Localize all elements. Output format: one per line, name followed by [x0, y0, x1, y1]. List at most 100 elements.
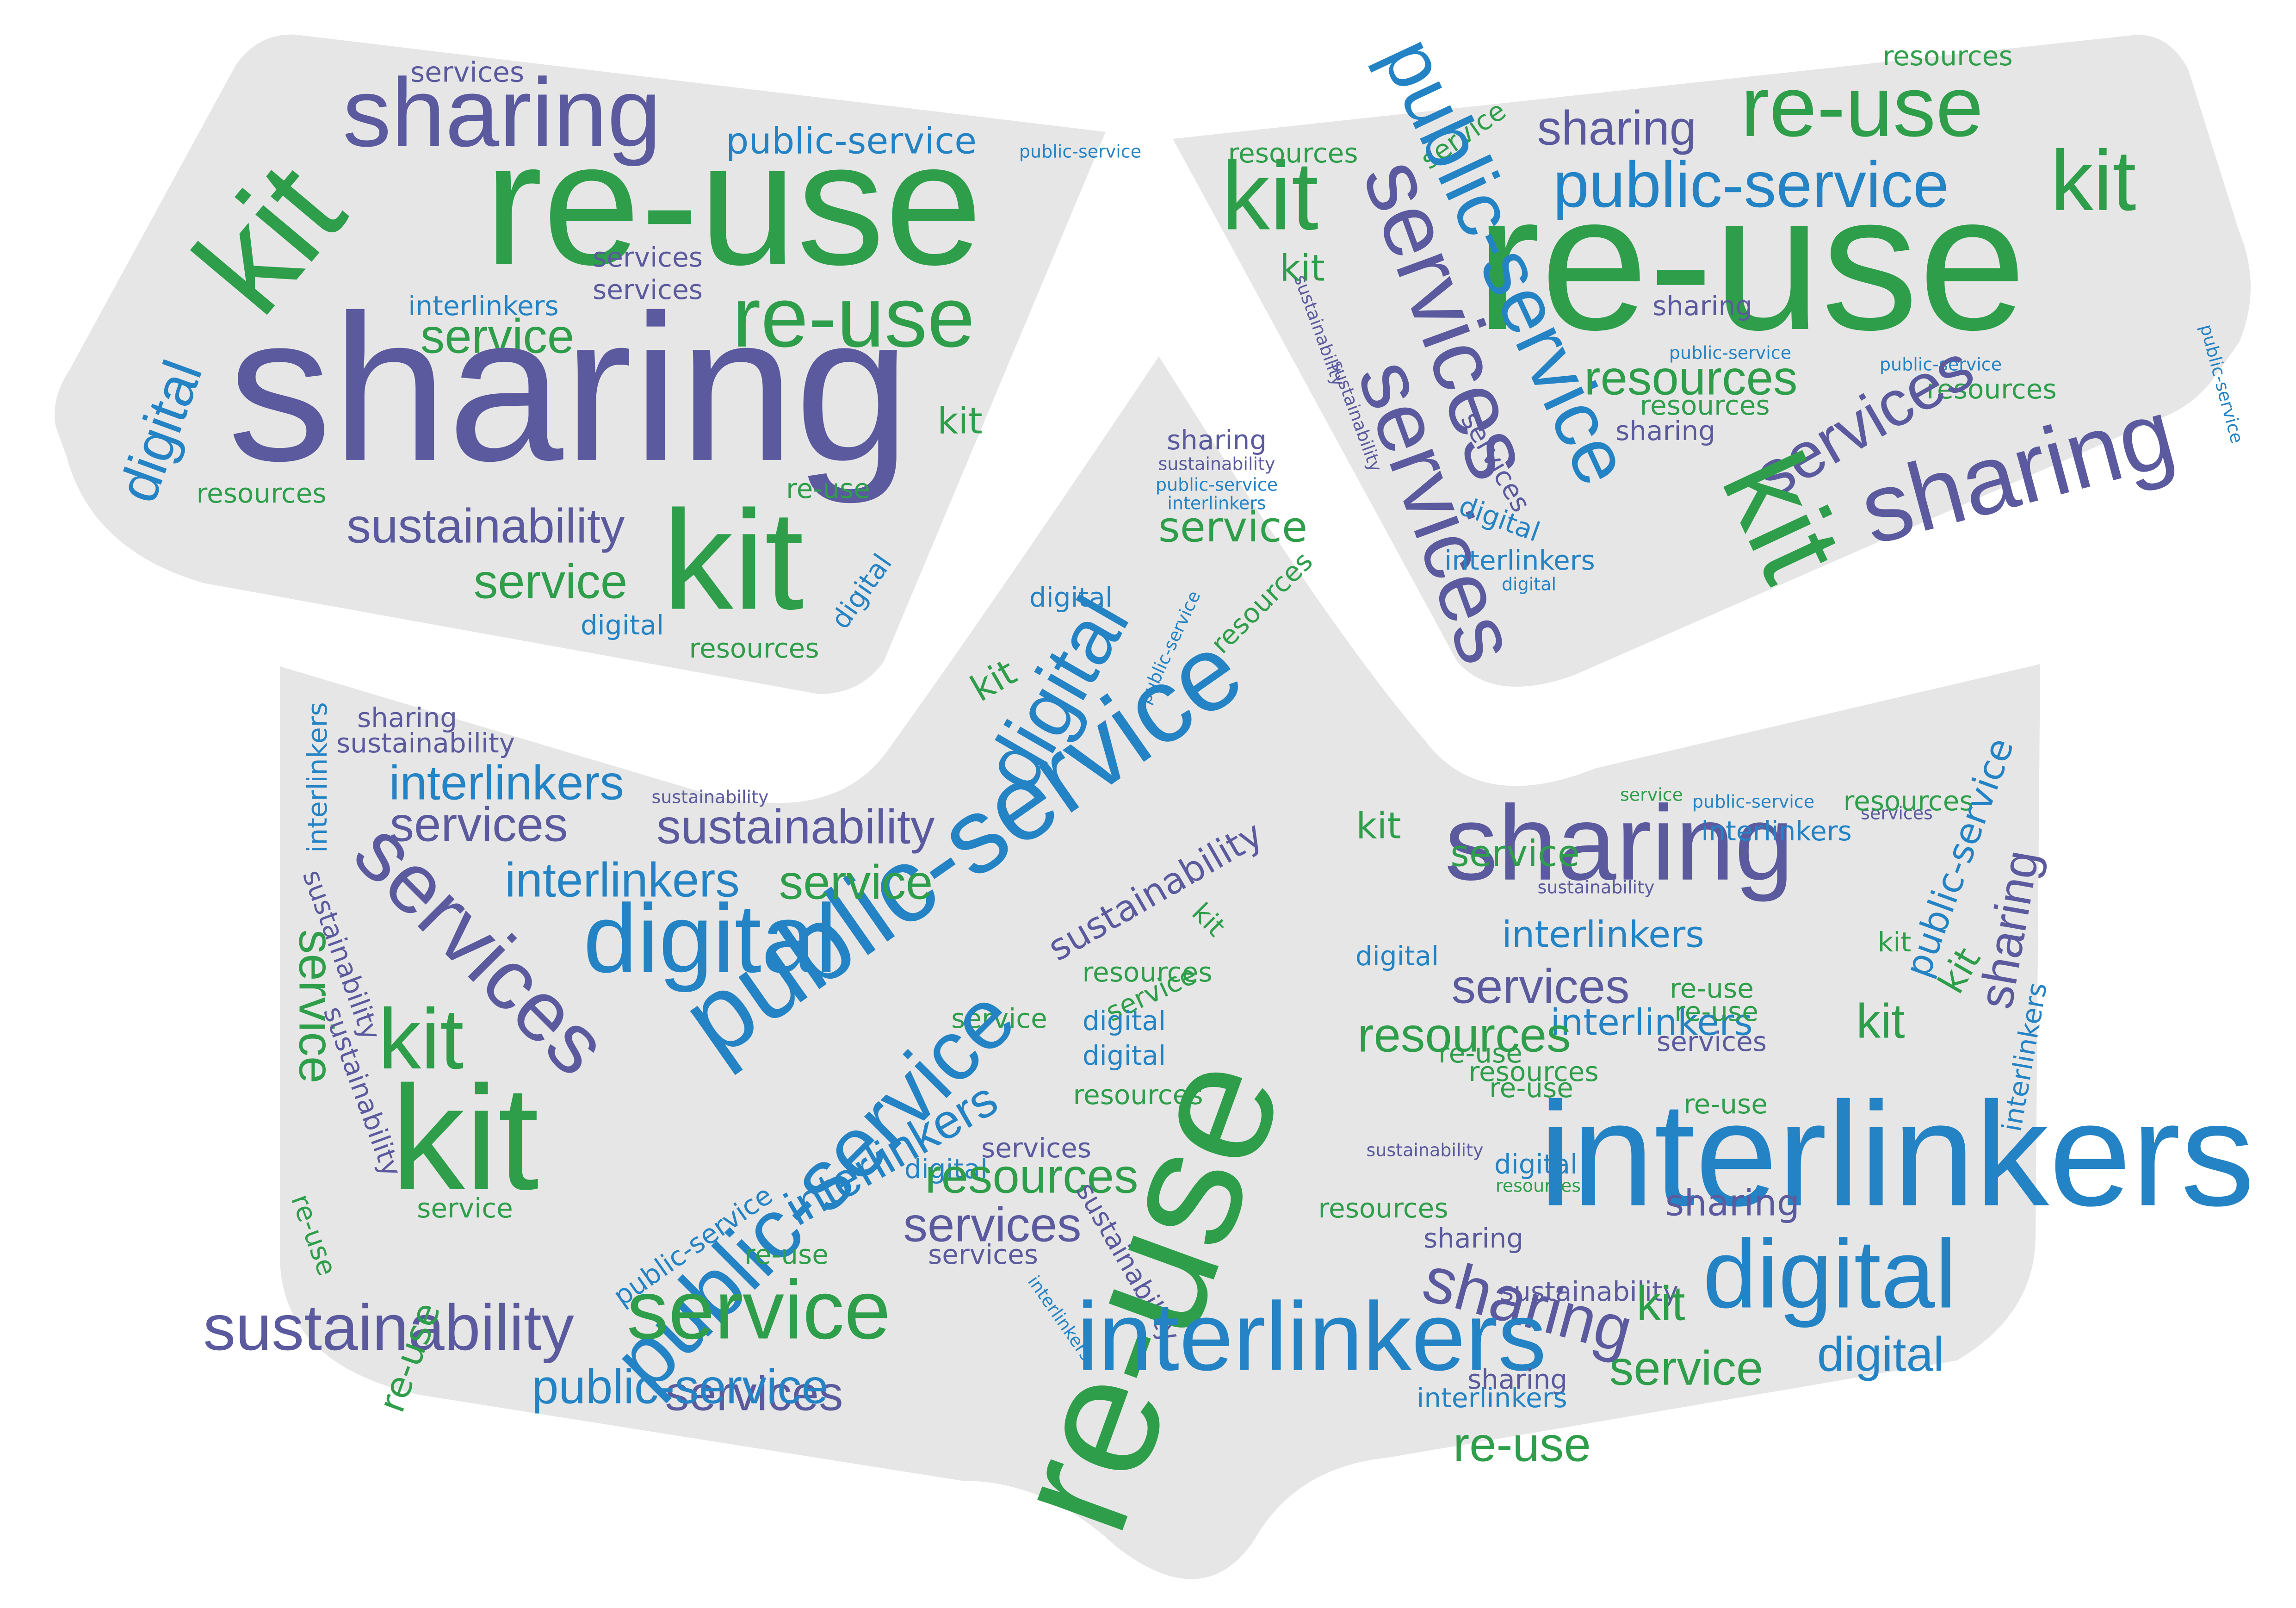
word-kit: kit — [1356, 805, 1401, 847]
word-services: services — [1451, 960, 1629, 1014]
word-service: service — [779, 856, 933, 910]
word-digital: digital — [1355, 940, 1439, 972]
word-resources: resources — [1073, 1079, 1203, 1111]
word-services: services — [593, 274, 703, 305]
word-kit: kit — [663, 481, 805, 639]
word-service: service — [1620, 785, 1683, 805]
word-digital: digital — [1083, 1005, 1166, 1037]
word-kit: kit — [937, 400, 982, 442]
word-digital: digital — [1494, 1149, 1578, 1180]
word-resources: resources — [1082, 956, 1212, 988]
word-interlinkers: interlinkers — [1502, 914, 1704, 956]
word-sharing: sharing — [1537, 101, 1696, 155]
word-kit: kit — [391, 1055, 539, 1221]
word-resources: resources — [1357, 1008, 1571, 1062]
word-service: service — [289, 930, 343, 1084]
word-resources: resources — [196, 478, 326, 509]
word-re-use: re-use — [1453, 1418, 1591, 1472]
word-sharing: sharing — [1423, 1223, 1523, 1254]
word-services: services — [1861, 803, 1933, 824]
word-sharing: sharing — [1167, 424, 1267, 456]
word-interlinkers: interlinkers — [408, 290, 558, 322]
word-re-use: re-use — [484, 105, 982, 301]
word-interlinkers: interlinkers — [1444, 545, 1595, 576]
word-sustainability: sustainability — [203, 1291, 574, 1364]
word-interlinkers: interlinkers — [1077, 1282, 1546, 1391]
word-sustainability: sustainability — [336, 727, 515, 759]
word-interlinkers: interlinkers — [302, 702, 333, 852]
word-kit: kit — [2051, 133, 2136, 229]
word-kit: kit — [1637, 1277, 1685, 1331]
word-resources: resources — [1640, 390, 1770, 421]
word-interlinkers: interlinkers — [505, 853, 740, 907]
word-resources: resources — [925, 1149, 1138, 1204]
word-resources: resources — [1843, 785, 1973, 817]
word-public-service: public-service — [1692, 792, 1814, 812]
word-interlinkers: interlinkers — [1167, 493, 1266, 514]
word-digital: digital — [1083, 1040, 1166, 1071]
word-sustainability: sustainability — [1500, 1276, 1678, 1307]
word-re-use: re-use — [786, 473, 870, 504]
word-sustainability: sustainability — [1538, 877, 1655, 898]
word-service: service — [951, 1003, 1047, 1034]
right-panel-shape — [1173, 35, 2251, 687]
word-interlinkers: interlinkers — [389, 756, 624, 810]
word-service: service — [627, 1264, 891, 1357]
word-kit: kit — [378, 992, 464, 1087]
word-re-use: re-use — [1438, 1037, 1522, 1069]
word-public-service: public-service — [1880, 354, 2002, 375]
word-sharing: sharing — [1652, 290, 1752, 322]
word-resources: resources — [1496, 1176, 1581, 1196]
word-public-service: public-service — [1669, 343, 1791, 363]
word-interlinkers: interlinkers — [1539, 1071, 2254, 1237]
word-re-use: re-use — [1683, 1088, 1768, 1120]
word-sustainability: sustainability — [1158, 454, 1275, 474]
word-services: services — [390, 798, 568, 852]
word-digital: digital — [1029, 582, 1113, 613]
word-sustainability: sustainability — [1367, 1140, 1484, 1161]
word-services: services — [1657, 1026, 1767, 1057]
word-services: services — [410, 56, 524, 89]
word-resources: resources — [1882, 40, 2012, 72]
word-sustainability: sustainability — [652, 787, 769, 807]
word-interlinkers: interlinkers — [1417, 1382, 1567, 1414]
word-kit: kit — [1878, 926, 1911, 958]
word-digital: digital — [581, 609, 664, 641]
word-kit: kit — [1857, 994, 1905, 1049]
word-resources: resources — [1318, 1192, 1448, 1224]
word-service: service — [1158, 503, 1307, 552]
word-re-use: re-use — [1741, 59, 1983, 155]
bottom-panel-shape — [280, 356, 2040, 1579]
word-digital: digital — [1817, 1328, 1944, 1382]
word-kit: kit — [1280, 248, 1324, 289]
word-service: service — [474, 555, 628, 609]
left-panel-shape — [55, 34, 1106, 695]
word-service: service — [421, 310, 575, 364]
word-sharing: sharing — [1615, 415, 1715, 447]
word-digital: digital — [1703, 1219, 1957, 1328]
word-sharing: sharing — [357, 702, 457, 733]
word-public-service: public-service — [532, 1360, 829, 1414]
word-resources: resources — [1468, 1056, 1598, 1087]
word-re-use: re-use — [1670, 973, 1754, 1004]
word-services: services — [928, 1239, 1038, 1270]
word-sustainability: sustainability — [347, 499, 625, 553]
word-sharing: sharing — [1445, 783, 1794, 902]
word-sharing: sharing — [1665, 1182, 1800, 1224]
word-digital: digital — [583, 884, 837, 993]
word-re-use: re-use — [1476, 154, 2026, 371]
word-digital: digital — [1502, 574, 1556, 595]
word-resources: resources — [1228, 137, 1358, 169]
word-resources: resources — [689, 633, 819, 664]
word-sharing: sharing — [228, 272, 910, 505]
word-sharing: sharing — [1467, 1364, 1567, 1395]
word-sustainability: sustainability — [656, 800, 935, 854]
word-re-use: re-use — [744, 1239, 829, 1270]
word-public-service: public-service — [726, 120, 977, 162]
word-digital: digital — [904, 1153, 988, 1185]
word-resources: resources — [1926, 373, 2056, 405]
word-service: service — [1609, 1341, 1764, 1396]
word-re-use: re-use — [732, 270, 975, 365]
word-public-service: public-service — [1156, 475, 1278, 495]
